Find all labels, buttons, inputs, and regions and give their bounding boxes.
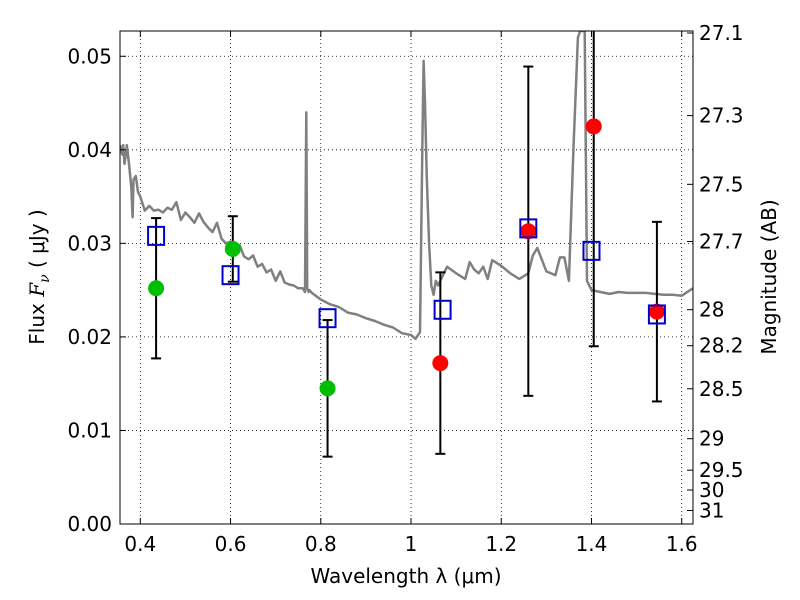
y2-tick-label: 27.5 <box>699 172 744 196</box>
y-tick-label: 0.00 <box>67 512 112 536</box>
y2-tick-label: 28 <box>699 298 724 322</box>
data-point <box>319 380 336 397</box>
x-tick-label: 0.6 <box>215 532 247 556</box>
model-flux-square <box>519 218 538 239</box>
spectrum-layer <box>120 31 693 341</box>
x-axis: 0.4 0.6 0.8 1 1.2 1.4 1.6 <box>124 31 698 556</box>
y2-tick-label: 30 <box>699 478 724 502</box>
x-tick-label: 0.8 <box>305 532 337 556</box>
y-tick-label: 0.01 <box>67 418 112 442</box>
x-tick-label: 1.4 <box>576 532 608 556</box>
x-tick-label: 1 <box>405 532 418 556</box>
y2-tick-label: 27.3 <box>699 104 744 128</box>
data-point <box>148 280 165 297</box>
model-flux-square <box>147 225 166 246</box>
data-point <box>648 303 665 320</box>
x-axis-title: Wavelength λ (μm) <box>310 564 501 588</box>
model-flux-square <box>582 240 601 261</box>
y-tick-label: 0.04 <box>67 138 112 162</box>
y2-tick-label: 29.5 <box>699 458 744 482</box>
y-axis-title: Flux Fν ( μJy ) <box>25 209 53 344</box>
marker-layer <box>147 118 666 397</box>
model-flux-square <box>318 308 337 329</box>
y-tick-label: 0.03 <box>67 231 112 255</box>
grid-lines <box>120 31 693 525</box>
y2-tick-label: 29 <box>699 427 724 451</box>
y2-tick-label: 27.1 <box>699 21 744 45</box>
y2-axis-title: Magnitude (AB) <box>757 199 781 354</box>
y2-tick-label: 27.7 <box>699 229 744 253</box>
x-tick-label: 1.6 <box>666 532 698 556</box>
y2-tick-label: 31 <box>699 498 724 522</box>
data-point <box>224 240 241 257</box>
y-tick-label: 0.05 <box>67 44 112 68</box>
y2-tick-label: 28.2 <box>699 334 744 358</box>
y2-tick-label: 28.5 <box>699 377 744 401</box>
data-point <box>585 118 602 135</box>
x-tick-label: 1.2 <box>485 532 517 556</box>
data-point <box>520 223 537 240</box>
y-axis: 0.00 0.01 0.02 0.03 0.04 0.05 <box>67 44 126 536</box>
data-point <box>432 355 449 372</box>
model-spectrum-line <box>120 31 693 341</box>
x-tick-label: 0.4 <box>124 532 156 556</box>
model-flux-square <box>433 299 452 320</box>
y-tick-label: 0.02 <box>67 325 112 349</box>
model-flux-square <box>221 265 240 286</box>
plot-area <box>120 31 693 458</box>
model-flux-square <box>647 304 666 325</box>
plot-frame <box>119 30 694 525</box>
